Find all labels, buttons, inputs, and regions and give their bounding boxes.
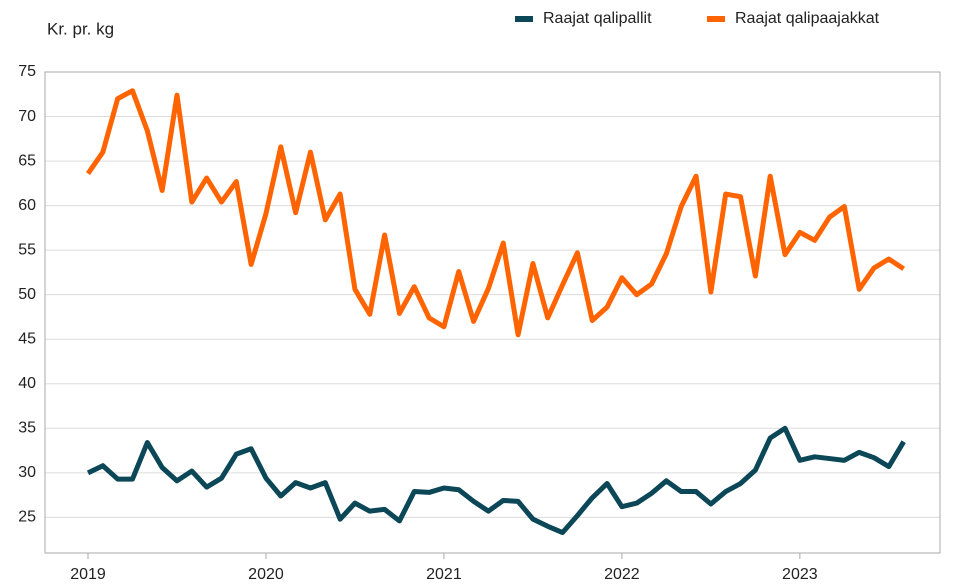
y-tick-label: 40 [18, 375, 36, 392]
x-tick-label: 2020 [248, 566, 284, 583]
legend-swatch [707, 16, 725, 22]
y-tick-label: 60 [18, 197, 36, 214]
x-tick-label: 2019 [70, 566, 106, 583]
y-tick-label: 45 [18, 330, 36, 347]
y-tick-label: 75 [18, 63, 36, 80]
x-tick-label: 2023 [782, 566, 818, 583]
y-tick-label: 55 [18, 241, 36, 258]
legend-swatch [515, 16, 533, 22]
line-series [86, 425, 906, 536]
x-tick-label: 2022 [604, 566, 640, 583]
legend-label: Raajat qalipaajakkat [735, 10, 880, 27]
plot-frame [44, 71, 941, 554]
y-tick-label: 25 [18, 509, 36, 526]
y-tick-label: 65 [18, 152, 36, 169]
line-series [85, 88, 906, 338]
chart-title: Kr. pr. kg [47, 19, 114, 38]
legend-label: Raajat qalipallit [543, 10, 652, 27]
y-tick-label: 70 [18, 108, 36, 125]
y-tick-label: 35 [18, 420, 36, 437]
x-tick-label: 2021 [426, 566, 462, 583]
y-tick-label: 30 [18, 464, 36, 481]
y-tick-label: 50 [18, 286, 36, 303]
